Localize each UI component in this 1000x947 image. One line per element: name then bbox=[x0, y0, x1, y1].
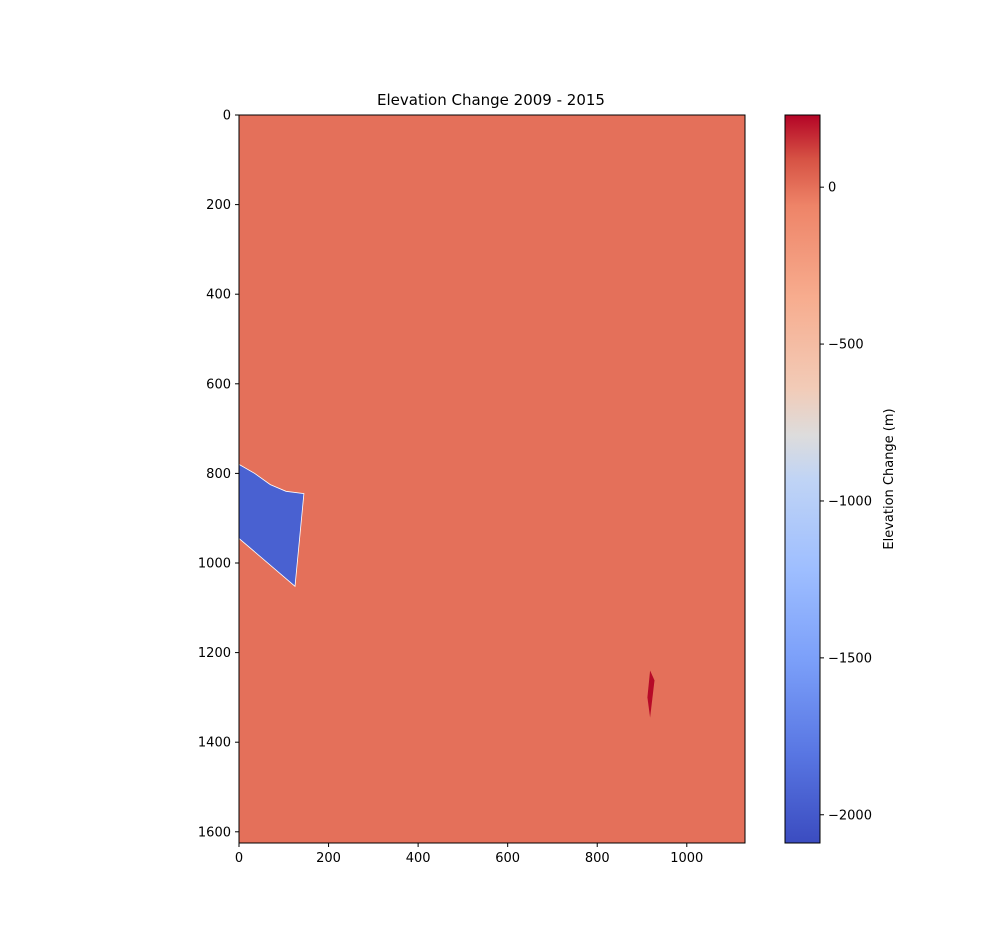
heatmap-background bbox=[239, 115, 745, 843]
y-axis: 0 200 400 600 800 1000 1200 1400 1600 bbox=[198, 109, 239, 840]
chart-title: Elevation Change 2009 - 2015 bbox=[377, 91, 605, 109]
colorbar-label: Elevation Change (m) bbox=[882, 408, 897, 549]
y-tick-label: 400 bbox=[206, 288, 231, 303]
colorbar-tick-label: −500 bbox=[828, 338, 864, 353]
colorbar: 0 −500 −1000 −1500 −2000 Elevation Change (m… bbox=[784, 114, 897, 844]
y-tick-label: 200 bbox=[206, 198, 231, 213]
y-tick-label: 1400 bbox=[198, 736, 231, 751]
colorbar-tick-label: −1000 bbox=[828, 494, 872, 509]
colorbar-tick-label: 0 bbox=[828, 181, 836, 196]
colorbar-tick-label: −2000 bbox=[828, 808, 872, 823]
x-tick-label: 800 bbox=[585, 851, 610, 866]
y-tick-label: 1600 bbox=[198, 825, 231, 840]
heatmap-region-1 bbox=[647, 670, 655, 718]
x-tick-label: 600 bbox=[495, 851, 520, 866]
x-tick-label: 0 bbox=[235, 851, 243, 866]
x-tick-label: 1000 bbox=[670, 851, 703, 866]
x-axis: 0 200 400 600 800 1000 bbox=[235, 843, 703, 866]
colorbar-gradient bbox=[784, 114, 821, 844]
y-tick-label: 800 bbox=[206, 467, 231, 482]
x-tick-label: 200 bbox=[316, 851, 341, 866]
y-tick-label: 0 bbox=[223, 109, 231, 124]
y-tick-label: 1200 bbox=[198, 646, 231, 661]
y-tick-label: 600 bbox=[206, 377, 231, 392]
colorbar-ticks: 0 −500 −1000 −1500 −2000 bbox=[820, 181, 872, 823]
plot-area bbox=[238, 114, 746, 844]
x-tick-label: 400 bbox=[406, 851, 431, 866]
plot-frame bbox=[238, 114, 746, 844]
y-tick-label: 1000 bbox=[198, 557, 231, 572]
heatmap-region-0 bbox=[238, 463, 305, 588]
colorbar-tick-label: −1500 bbox=[828, 651, 872, 666]
